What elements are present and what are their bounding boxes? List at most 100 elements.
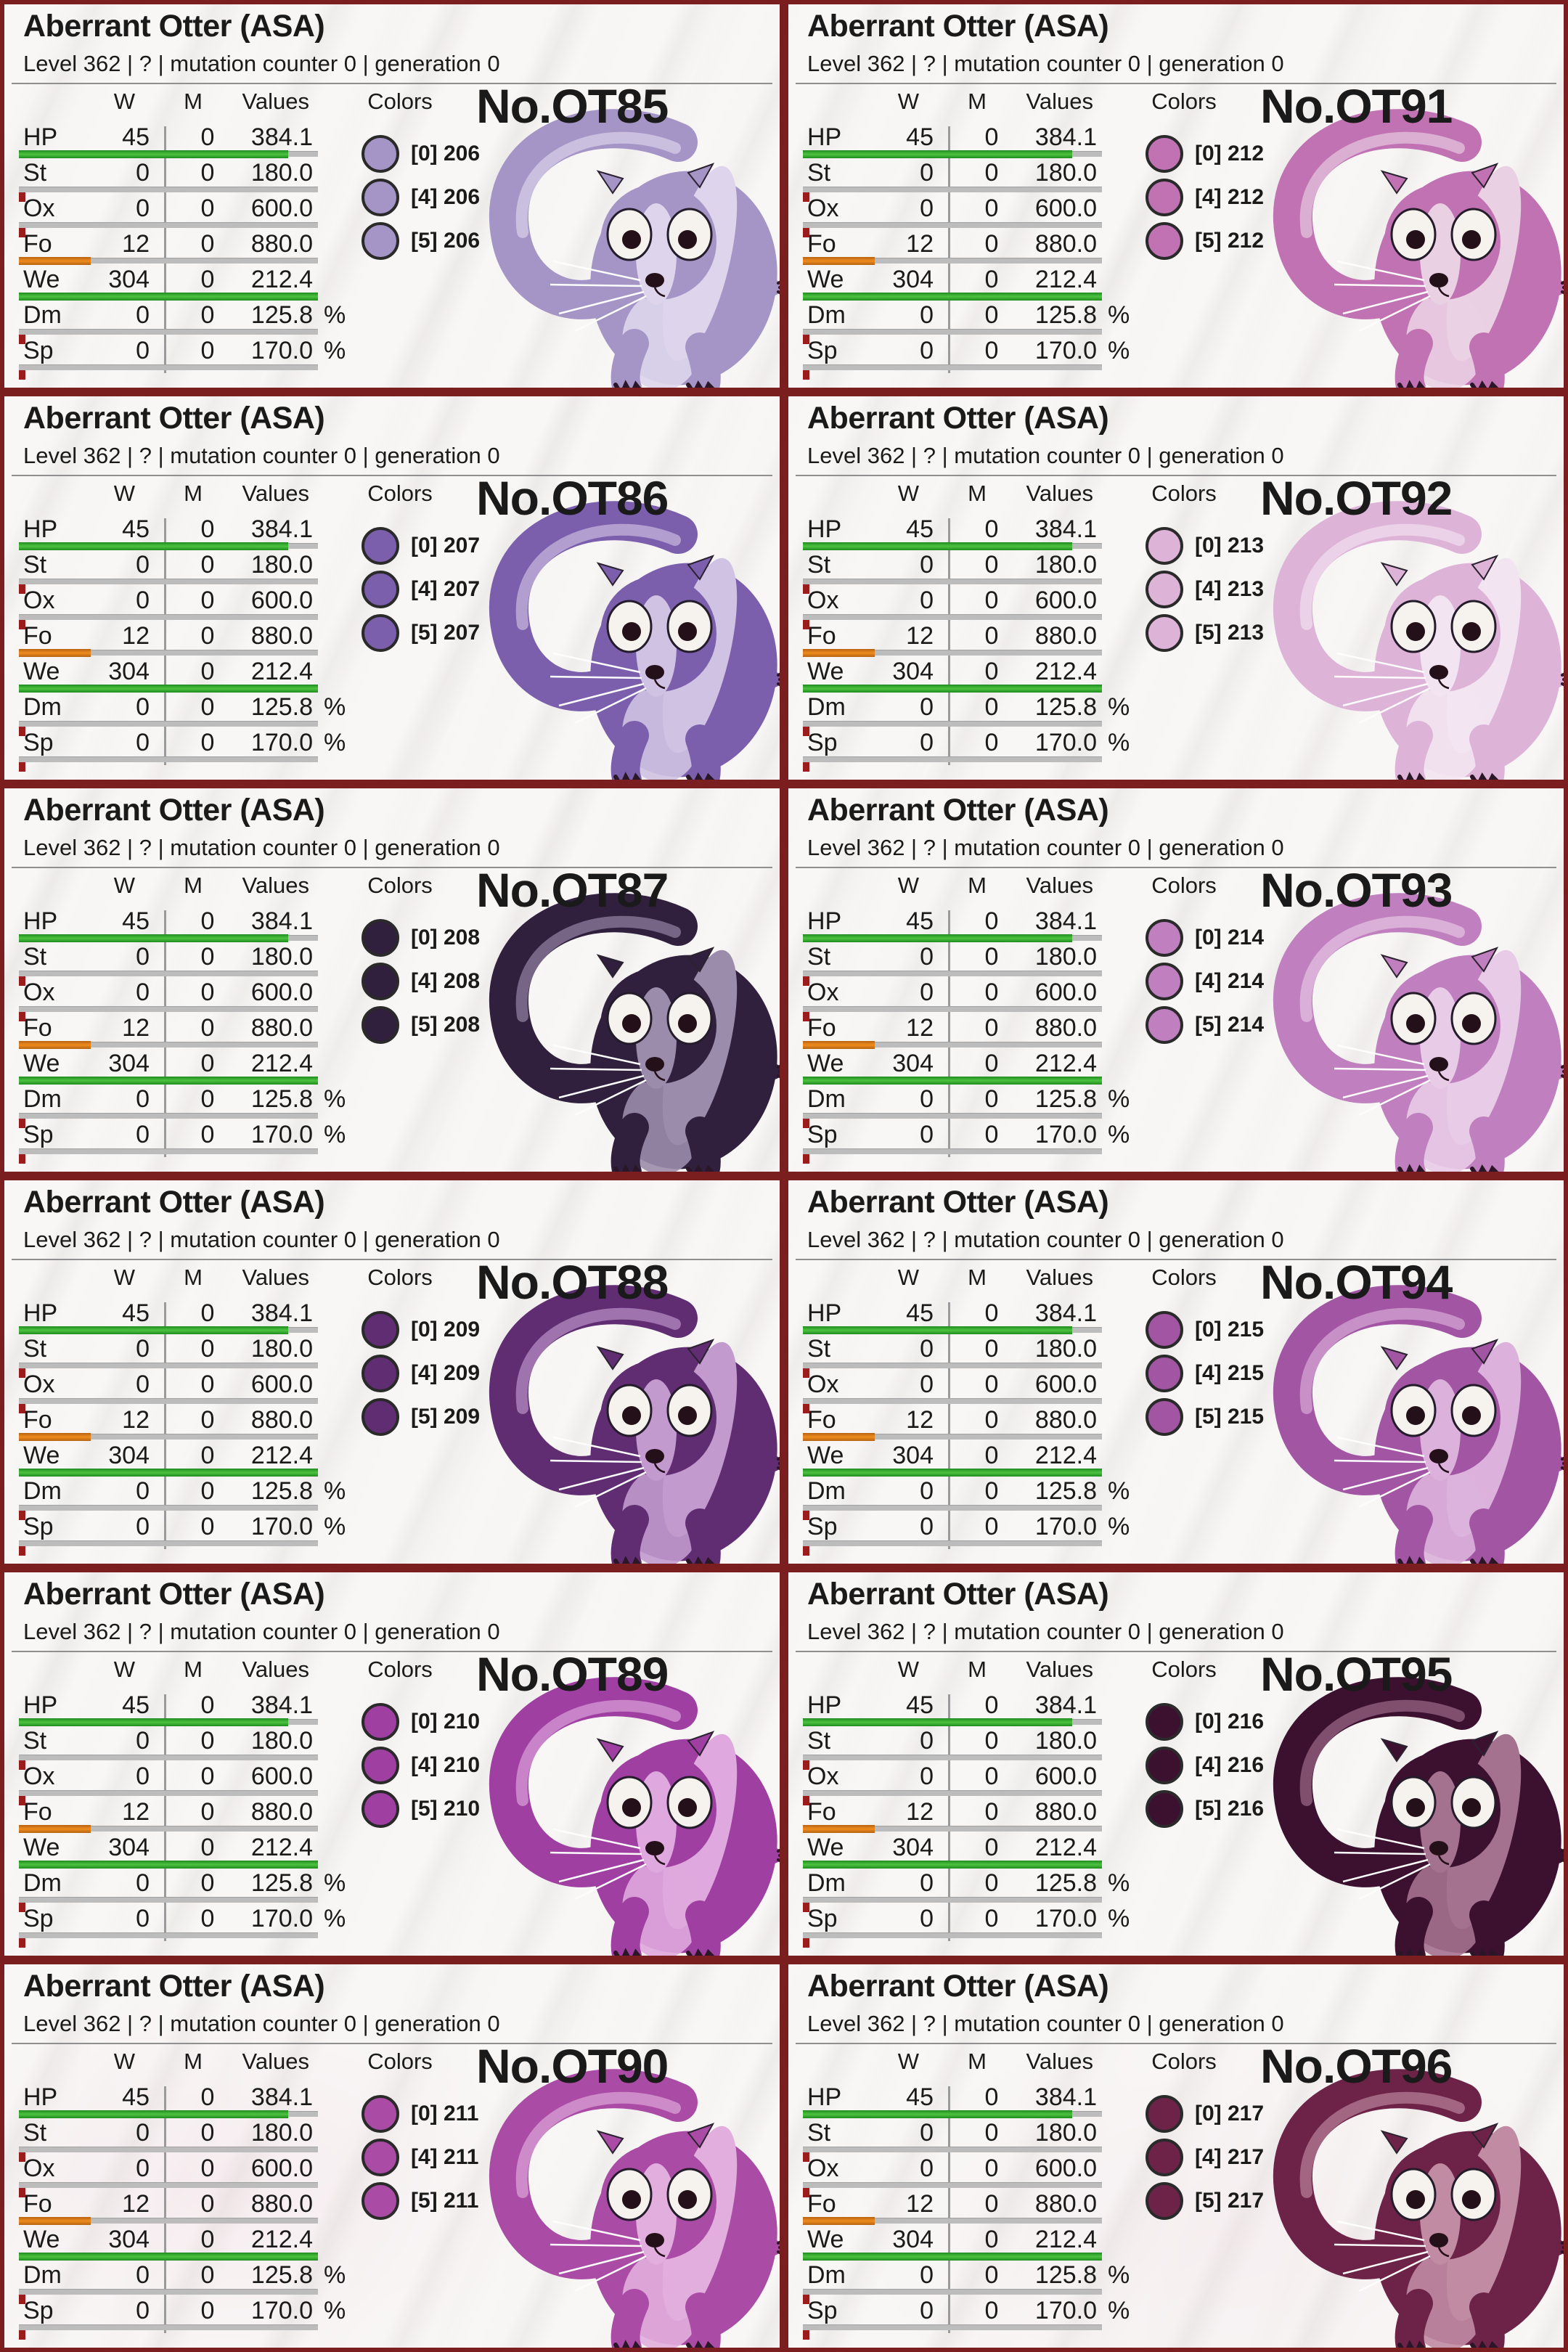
stat-value: 880.0 — [250, 230, 313, 258]
mutation-tick — [803, 727, 809, 736]
stat-bar-fill — [19, 1718, 288, 1726]
stat-bar-fill — [803, 685, 1102, 693]
stat-unit: % — [324, 1869, 346, 1897]
stat-name: Fo — [23, 1406, 52, 1434]
stat-bar-fill — [19, 1861, 318, 1869]
color-swatch — [362, 222, 399, 260]
stat-row: Fo 12 0 880.0 — [803, 1014, 1122, 1050]
stat-bar-track — [803, 542, 1102, 550]
stat-name: We — [807, 2226, 844, 2253]
stat-unit: % — [1108, 1477, 1130, 1505]
stat-bar-track — [19, 685, 318, 693]
stat-wild-levels: 0 — [136, 1371, 150, 1398]
mutation-tick — [803, 335, 809, 344]
creature-card: Aberrant Otter (ASA) Level 362 | ? | mut… — [0, 784, 784, 1176]
stat-unit: % — [1108, 1869, 1130, 1897]
col-header-mutated: M — [184, 481, 203, 506]
stat-value: 125.8 — [1034, 693, 1097, 721]
mutation-tick — [19, 762, 25, 772]
stat-mutated-levels: 0 — [200, 1727, 215, 1755]
stat-bar-track — [803, 1041, 1102, 1049]
stat-value: 125.8 — [1034, 2261, 1097, 2289]
stat-wild-levels: 0 — [920, 1513, 934, 1540]
stat-bar-track — [803, 329, 1102, 335]
stat-unit: % — [324, 1513, 346, 1540]
stat-name: Sp — [807, 2297, 838, 2324]
stat-row: St 0 0 180.0 — [803, 159, 1122, 202]
stat-value: 600.0 — [250, 587, 313, 614]
stat-name: Sp — [807, 1513, 838, 1540]
creature-number: No.OT87 — [476, 863, 669, 917]
stat-unit: % — [324, 1121, 346, 1148]
stat-value: 170.0 — [250, 337, 313, 364]
stat-row: Fo 12 0 880.0 — [803, 622, 1122, 658]
creature-card: Aberrant Otter (ASA) Level 362 | ? | mut… — [784, 1960, 1568, 2352]
stat-name: We — [807, 266, 844, 293]
stat-value: 212.4 — [1034, 1050, 1097, 1077]
stat-bar-track — [803, 1469, 1102, 1477]
stat-bar-track — [803, 1861, 1102, 1869]
stat-bar-track — [803, 649, 1102, 657]
stat-wild-levels: 0 — [920, 1727, 934, 1755]
color-region-item: [5] 214 — [1146, 1006, 1264, 1044]
stat-wild-levels: 304 — [108, 2226, 150, 2253]
stat-value: 880.0 — [1034, 622, 1097, 650]
color-swatch — [362, 2182, 399, 2220]
stat-name: Sp — [807, 1905, 838, 1932]
stat-row: HP 45 0 384.1 — [19, 1691, 338, 1727]
stat-bar-track — [803, 1433, 1102, 1441]
color-region-item: [0] 211 — [362, 2095, 478, 2133]
stat-wild-levels: 45 — [122, 1299, 150, 1327]
stat-bar-track — [803, 721, 1102, 727]
col-header-wild: W — [113, 481, 135, 506]
stat-name: We — [23, 1442, 60, 1469]
col-header-values: Values — [242, 89, 310, 114]
stat-bar-track — [803, 971, 1102, 976]
mutation-tick — [803, 192, 809, 202]
stat-name: We — [807, 1442, 844, 1469]
stat-name: We — [23, 1834, 60, 1861]
stat-value: 212.4 — [250, 658, 313, 685]
stat-value: 212.4 — [250, 1834, 313, 1861]
stat-row: Dm 0 0 125.8 % — [19, 1869, 346, 1912]
stat-row: Fo 12 0 880.0 — [19, 1014, 338, 1050]
stat-name: HP — [807, 123, 842, 151]
stat-bar-fill — [803, 934, 1072, 942]
stat-name: St — [23, 1335, 47, 1363]
stat-mutated-levels: 0 — [200, 2261, 215, 2289]
mutation-tick — [19, 1511, 25, 1520]
stat-name: Sp — [23, 337, 54, 364]
color-swatch — [1146, 1703, 1183, 1741]
stat-row: We 304 0 212.4 — [803, 1050, 1122, 1085]
col-header-mutated: M — [968, 873, 987, 898]
stat-table: HP 45 0 384.1 St 0 0 180.0 Ox 0 0 600.0 … — [19, 907, 346, 1164]
col-header-colors: Colors — [1151, 89, 1217, 114]
col-header-mutated: M — [184, 1657, 203, 1682]
stat-row: Sp 0 0 170.0 % — [19, 1121, 346, 1164]
col-header-wild: W — [897, 873, 919, 898]
stat-row: Ox 0 0 600.0 — [19, 979, 338, 1021]
stat-row: St 0 0 180.0 — [803, 551, 1122, 594]
stat-name: We — [807, 1050, 844, 1077]
color-region-label: [4] 214 — [1195, 969, 1265, 993]
stat-bar-track — [803, 1932, 1102, 1938]
color-region-label: [5] 211 — [411, 2189, 479, 2213]
stat-wild-levels: 0 — [920, 2155, 934, 2182]
stat-wild-levels: 0 — [920, 1477, 934, 1505]
stat-bar-fill — [803, 2217, 875, 2225]
creature-number: No.OT85 — [476, 79, 669, 133]
stat-row: Dm 0 0 125.8 % — [19, 693, 346, 736]
color-region-item: [5] 207 — [362, 614, 480, 652]
stat-unit: % — [324, 1477, 346, 1505]
stat-bar-fill — [19, 150, 288, 158]
color-swatch — [362, 1355, 399, 1392]
stat-name: St — [807, 159, 831, 187]
color-swatch — [1146, 919, 1183, 957]
stat-value: 880.0 — [1034, 1406, 1097, 1434]
color-region-label: [0] 209 — [411, 1318, 481, 1342]
color-region-label: [4] 213 — [1195, 577, 1265, 601]
color-region-label: [0] 217 — [1195, 2102, 1265, 2126]
stat-row: Sp 0 0 170.0 % — [803, 1513, 1130, 1556]
stat-row: Fo 12 0 880.0 — [803, 2190, 1122, 2226]
stat-value: 180.0 — [250, 1335, 313, 1363]
